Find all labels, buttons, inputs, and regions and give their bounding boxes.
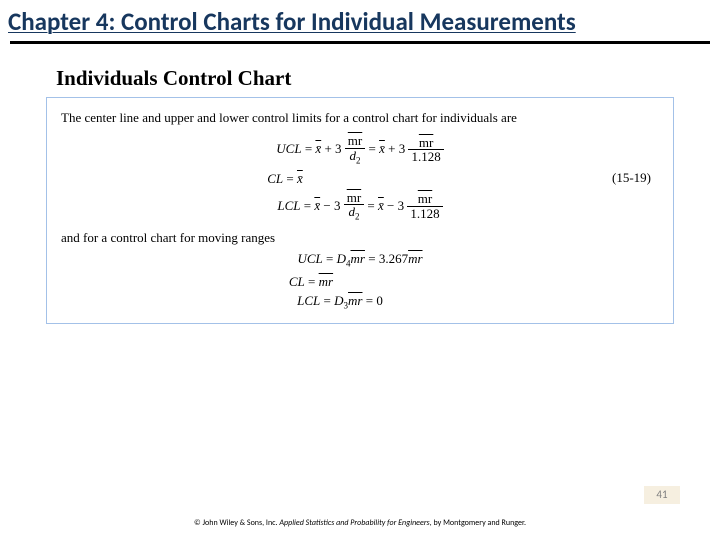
eq-fraction-2: mr1.128	[408, 136, 443, 164]
section-subtitle: Individuals Control Chart	[56, 66, 720, 91]
formula-box: The center line and upper and lower cont…	[46, 97, 674, 324]
frac-den-sub: 2	[355, 212, 360, 222]
eq-minus-2: − 3	[384, 198, 408, 213]
eq-fraction-1: mrd2	[344, 191, 364, 223]
frac-num-2: mr	[419, 135, 433, 150]
eq-fraction-2: mr1.128	[407, 192, 442, 220]
equation-block-individuals: UCL = x̄ + 3 mrd2 = x̄ + 3 mr1.128 CL = …	[61, 134, 659, 222]
frac-den-2: 1.128	[407, 207, 442, 221]
page-number: 41	[644, 486, 680, 504]
equation-ucl-mr: UCL = D4mr = 3.267mr	[61, 252, 659, 269]
eq-equals: =	[302, 141, 316, 156]
eq-val: 3.267	[379, 251, 408, 266]
footer-copyright: © John Wiley & Sons, Inc.	[194, 518, 279, 528]
footer-authors: , by Montgomery and Runger.	[430, 518, 526, 528]
eq-equals: =	[283, 171, 297, 186]
eq-equals: =	[323, 251, 337, 266]
eq-lhs: UCL	[297, 251, 322, 266]
eq-equals-2: =	[365, 251, 379, 266]
eq-d3: D	[334, 293, 343, 308]
equation-lcl-individuals: LCL = x̄ − 3 mrd2 = x̄ − 3 mr1.128	[61, 191, 659, 223]
eq-equals: =	[301, 198, 315, 213]
equation-cl-individuals: CL = x̄	[61, 172, 659, 185]
eq-mr: mr	[351, 251, 365, 266]
eq-mr-2: mr	[408, 251, 422, 266]
frac-num: mr	[347, 190, 361, 205]
eq-mr: mr	[348, 293, 362, 308]
eq-plus: + 3	[321, 141, 345, 156]
eq-equals-2: =	[365, 141, 379, 156]
eq-equals-2: =	[362, 293, 376, 308]
eq-minus: − 3	[320, 198, 344, 213]
equation-lcl-mr: LCL = D3mr = 0	[61, 294, 659, 311]
eq-equals: =	[320, 293, 334, 308]
eq-plus-2: + 3	[385, 141, 409, 156]
equation-number: (15-19)	[612, 170, 651, 186]
eq-lhs: CL	[289, 274, 305, 289]
eq-equals-2: =	[364, 198, 378, 213]
eq-lhs: LCL	[297, 293, 320, 308]
equation-ucl-individuals: UCL = x̄ + 3 mrd2 = x̄ + 3 mr1.128	[61, 134, 659, 166]
middle-text: and for a control chart for moving range…	[61, 230, 659, 246]
eq-lhs: UCL	[276, 141, 301, 156]
eq-d4: D	[337, 251, 346, 266]
frac-num-2: mr	[418, 191, 432, 206]
footer: © John Wiley & Sons, Inc. Applied Statis…	[0, 518, 720, 528]
eq-rhs: mr	[319, 274, 333, 289]
eq-lhs: LCL	[277, 198, 300, 213]
eq-rhs: x̄	[297, 171, 303, 186]
frac-num: mr	[348, 133, 362, 148]
chapter-title: Chapter 4: Control Charts for Individual…	[0, 0, 720, 41]
frac-den-sub: 2	[356, 155, 361, 165]
footer-book-title: Applied Statistics and Probability for E…	[279, 518, 429, 528]
frac-den-2: 1.128	[408, 150, 443, 164]
equation-cl-mr: CL = mr	[61, 275, 659, 288]
eq-val: 0	[376, 293, 383, 308]
eq-fraction-1: mrd2	[345, 134, 365, 166]
title-divider	[10, 41, 710, 44]
eq-lhs: CL	[267, 171, 283, 186]
eq-equals: =	[305, 274, 319, 289]
intro-text: The center line and upper and lower cont…	[61, 110, 659, 126]
